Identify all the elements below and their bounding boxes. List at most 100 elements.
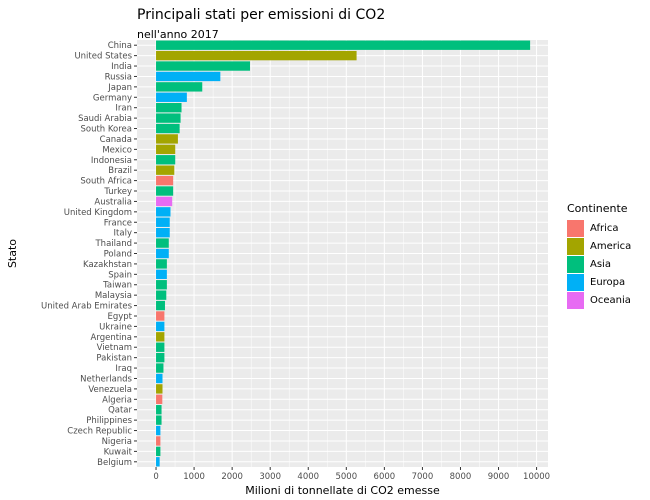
bar-czech-republic — [156, 425, 161, 436]
y-tick-label: Poland — [104, 250, 132, 260]
x-tick-label: 3000 — [259, 472, 281, 482]
legend-item: Asia — [567, 255, 631, 273]
bar-russia — [156, 71, 221, 82]
legend-item: Europa — [567, 273, 631, 291]
bar-argentina — [156, 332, 165, 342]
x-tick-label: 9000 — [488, 472, 510, 482]
bar-canada — [156, 134, 178, 144]
bar-iraq — [156, 363, 164, 373]
x-tick-label: 0 — [153, 472, 158, 482]
y-tick-label: Venezuela — [88, 385, 132, 395]
legend-swatch — [567, 255, 584, 273]
bar-belgium — [156, 457, 160, 467]
bar-venezuela — [156, 384, 163, 394]
bar-malaysia — [156, 290, 167, 300]
y-tick-label: Iraq — [115, 364, 132, 374]
y-tick-label: Japan — [107, 83, 132, 93]
bar-germany — [156, 92, 187, 102]
legend-label: Oceania — [590, 294, 631, 306]
legend-item: Oceania — [567, 291, 631, 309]
bar-iran — [156, 103, 182, 113]
bar-vietnam — [156, 342, 165, 352]
x-tick-label: 4000 — [297, 472, 319, 482]
bar-france — [156, 217, 170, 227]
bar-spain — [156, 269, 167, 280]
y-tick-label: Kuwait — [104, 447, 133, 457]
y-tick-label: United States — [74, 52, 132, 62]
legend-swatch — [567, 273, 584, 291]
bar-netherlands — [156, 373, 163, 384]
x-tick-label: 10000 — [523, 472, 550, 482]
bar-qatar — [156, 405, 162, 415]
bar-south-africa — [156, 175, 174, 186]
bar-united-kingdom — [156, 207, 171, 217]
y-tick-label: South Africa — [80, 177, 132, 187]
y-tick-label: Nigeria — [102, 437, 132, 447]
x-tick-label: 1000 — [183, 472, 205, 482]
y-tick-label: Czech Republic — [67, 427, 132, 437]
bar-italy — [156, 227, 170, 238]
legend-label: America — [590, 240, 632, 252]
bar-thailand — [156, 238, 169, 248]
y-tick-label: Malaysia — [95, 291, 132, 301]
y-tick-label: Argentina — [91, 333, 132, 343]
y-tick-label: Egypt — [107, 312, 132, 322]
y-tick-label: Canada — [100, 135, 132, 145]
bar-poland — [156, 248, 169, 259]
x-tick-label: 5000 — [335, 472, 357, 482]
y-tick-label: France — [104, 218, 132, 228]
bar-south-korea — [156, 123, 180, 134]
legend-label: Africa — [590, 222, 619, 234]
legend-label: Europa — [590, 276, 626, 288]
legend: Continente Africa America Asia Europa Oceani… — [567, 202, 631, 309]
y-tick-label: Taiwan — [102, 281, 132, 291]
y-tick-label: Thailand — [94, 239, 132, 249]
y-tick-label: Russia — [105, 72, 132, 82]
y-tick-label: Belgium — [97, 458, 132, 468]
y-tick-label: Italy — [114, 229, 132, 239]
chart-subtitle: nell'anno 2017 — [137, 28, 219, 41]
y-tick-label: Germany — [93, 93, 132, 103]
bar-brazil — [156, 165, 175, 175]
y-tick-label: Qatar — [108, 406, 132, 416]
y-tick-label: China — [108, 41, 132, 51]
legend-title: Continente — [567, 202, 628, 215]
y-tick-label: Iran — [115, 104, 132, 114]
bar-united-arab-emirates — [156, 300, 165, 311]
y-tick-label: Australia — [94, 197, 132, 207]
y-tick-label: Philippines — [86, 416, 132, 426]
y-tick-label: Saudi Arabia — [78, 114, 132, 124]
legend-label: Asia — [590, 258, 611, 270]
y-tick-label: Pakistan — [96, 354, 132, 364]
bar-kazakhstan — [156, 259, 167, 269]
y-tick-label: Mexico — [102, 145, 132, 155]
x-tick-label: 6000 — [374, 472, 396, 482]
bar-united-states — [156, 50, 357, 61]
y-tick-label: Spain — [108, 270, 132, 280]
bar-nigeria — [156, 436, 161, 446]
x-axis-label: Milioni di tonnellate di CO2 emesse — [245, 484, 440, 497]
bar-taiwan — [156, 280, 167, 290]
y-tick-label: South Korea — [80, 125, 132, 135]
bar-turkey — [156, 186, 174, 196]
y-tick-label: United Arab Emirates — [41, 302, 133, 312]
legend-swatch — [567, 237, 584, 255]
y-tick-label: Vietnam — [97, 343, 132, 353]
bar-ukraine — [156, 321, 165, 332]
legend-swatch — [567, 291, 584, 309]
legend-swatch — [567, 219, 584, 237]
y-tick-label: Brazil — [108, 166, 132, 176]
y-tick-label: Netherlands — [80, 374, 132, 384]
bar-australia — [156, 196, 173, 207]
bar-pakistan — [156, 352, 165, 363]
bar-saudi-arabia — [156, 113, 181, 123]
bar-kuwait — [156, 446, 161, 457]
x-tick-label: 2000 — [221, 472, 243, 482]
x-tick-label: 8000 — [450, 472, 472, 482]
y-tick-label: Kazakhstan — [83, 260, 132, 270]
y-tick-label: Turkey — [103, 187, 132, 197]
y-tick-label: Ukraine — [99, 322, 132, 332]
bar-india — [156, 61, 251, 71]
